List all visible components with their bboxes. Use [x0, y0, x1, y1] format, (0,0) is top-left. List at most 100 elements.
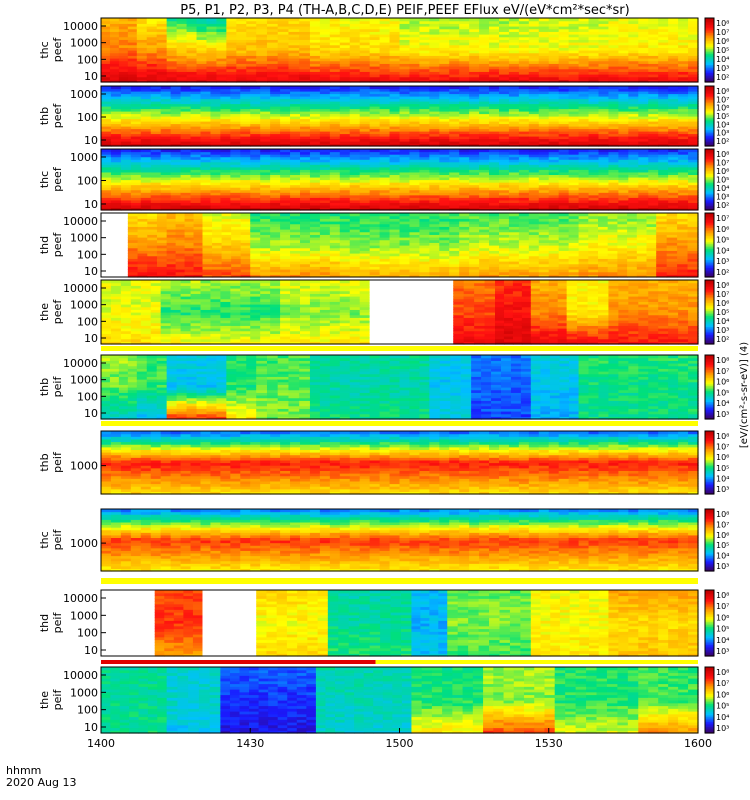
heatmap-cell — [628, 138, 639, 142]
heatmap-cell — [538, 98, 550, 102]
heatmap-cell — [216, 79, 227, 83]
heatmap-cell — [230, 123, 241, 127]
heatmap-cell — [628, 154, 639, 158]
heatmap-cell — [678, 207, 689, 211]
heatmap-cell — [290, 253, 301, 257]
heatmap-cell — [166, 261, 177, 265]
heatmap-cell — [170, 121, 182, 125]
heatmap-cell — [688, 50, 699, 54]
colorbar-step — [705, 116, 714, 119]
heatmap-cell — [359, 199, 371, 203]
heatmap-cell — [329, 66, 341, 70]
heatmap-cell — [349, 50, 361, 54]
heatmap-cell — [469, 42, 480, 46]
heatmap-cell — [389, 98, 401, 102]
heatmap-cell — [459, 93, 470, 97]
heatmap-cell — [479, 187, 490, 191]
heatmap-cell — [109, 66, 120, 70]
heatmap-cell — [608, 79, 619, 83]
heatmap-cell — [101, 274, 111, 278]
heatmap-cell — [638, 108, 649, 112]
heatmap-cell — [459, 154, 470, 158]
heatmap-cell — [528, 166, 540, 170]
heatmap-cell — [389, 184, 401, 188]
heatmap-cell — [409, 108, 420, 112]
heatmap-cell — [250, 189, 261, 193]
heatmap-cell — [359, 151, 371, 155]
heatmap-cell — [439, 23, 450, 27]
heatmap-cell — [648, 151, 659, 155]
heatmap-cell — [329, 202, 341, 206]
heatmap-cell — [230, 156, 241, 160]
heatmap-cell — [528, 143, 540, 147]
heatmap-cell — [469, 93, 480, 97]
heatmap-cell — [250, 187, 261, 191]
heatmap-cell — [678, 166, 689, 170]
heatmap-cell — [260, 174, 271, 178]
heatmap-cell — [479, 169, 490, 173]
heatmap-cell — [147, 218, 158, 222]
heatmap-cell — [538, 63, 550, 67]
heatmap-cell — [300, 176, 311, 181]
heatmap-cell — [101, 192, 112, 196]
heatmap-cell — [270, 223, 281, 227]
heatmap-cell — [518, 116, 530, 120]
heatmap-cell — [220, 171, 231, 176]
heatmap-cell — [518, 161, 530, 165]
heatmap-cell — [508, 202, 520, 206]
heatmap-cell — [489, 71, 500, 75]
heatmap-cell — [300, 154, 311, 158]
colorbar-step — [705, 93, 714, 96]
heatmap-cell — [150, 197, 162, 201]
heatmap-cell — [127, 36, 138, 40]
heatmap-cell — [210, 136, 221, 140]
heatmap-cell — [250, 215, 261, 219]
heatmap-cell — [688, 52, 699, 56]
heatmap-cell — [210, 111, 221, 115]
heatmap-cell — [140, 86, 152, 90]
heatmap-cell — [120, 101, 132, 105]
heatmap-cell — [230, 166, 241, 170]
colorbar-tick-label: 10³ — [716, 64, 729, 73]
heatmap-cell — [449, 58, 460, 62]
heatmap-cell — [678, 44, 689, 48]
heatmap-cell — [127, 18, 138, 22]
heatmap-cell — [101, 169, 112, 173]
heatmap-cell — [110, 189, 122, 193]
heatmap-cell — [668, 192, 679, 196]
heatmap-cell — [489, 164, 500, 168]
heatmap-cell — [270, 103, 281, 107]
heatmap-cell — [329, 28, 341, 32]
heatmap-cell — [578, 91, 590, 95]
heatmap-cell — [578, 184, 590, 188]
heatmap-cell — [290, 231, 301, 235]
heatmap-cell — [439, 71, 450, 75]
heatmap-cell — [339, 74, 351, 78]
heatmap-cell — [389, 143, 401, 147]
heatmap-cell — [608, 164, 619, 168]
heatmap-cell — [190, 151, 202, 155]
panel-frame — [100, 85, 699, 147]
heatmap-cell — [658, 28, 669, 32]
heatmap-cell — [160, 123, 172, 127]
heatmap-cell — [230, 101, 241, 105]
heatmap-cell — [668, 20, 679, 24]
heatmap-cell — [389, 28, 401, 32]
heatmap-cell — [618, 79, 629, 83]
heatmap-cell — [558, 44, 570, 48]
heatmap-cell — [166, 237, 177, 241]
heatmap-cell — [379, 44, 391, 48]
heatmap-cell — [329, 194, 341, 198]
heatmap-cell — [608, 194, 619, 198]
heatmap-cell — [668, 176, 679, 181]
heatmap-cell — [429, 133, 440, 137]
heatmap-cell — [469, 204, 480, 209]
heatmap-cell — [409, 28, 420, 32]
heatmap-cell — [175, 223, 186, 227]
heatmap-cell — [459, 128, 470, 132]
heatmap-cell — [349, 199, 361, 203]
heatmap-cell — [638, 176, 649, 181]
heatmap-cell — [508, 166, 520, 170]
heatmap-cell — [379, 151, 391, 155]
heatmap-cell — [147, 266, 158, 270]
